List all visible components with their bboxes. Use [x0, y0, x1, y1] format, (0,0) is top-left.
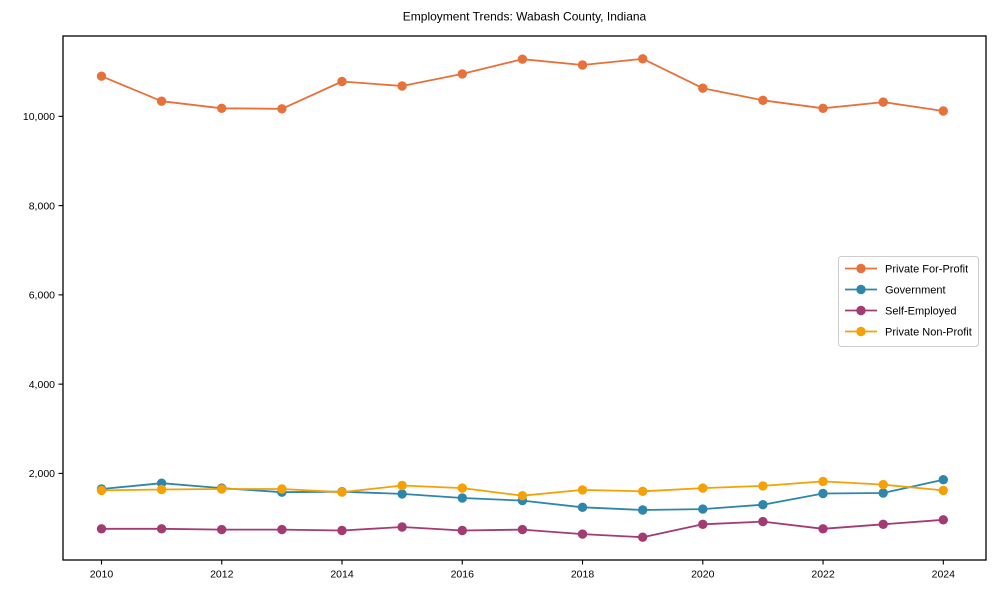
legend-entry-government: Government — [845, 284, 946, 296]
legend-box — [838, 256, 979, 347]
data-point — [577, 60, 588, 70]
data-point — [217, 103, 227, 114]
data-point — [698, 483, 708, 493]
x-tick-label: 2022 — [811, 569, 835, 581]
data-point — [337, 76, 347, 87]
data-point — [577, 529, 588, 539]
legend-label: Self-Employed — [885, 305, 957, 317]
series-self-employed — [96, 515, 948, 542]
x-tick-label: 2010 — [90, 569, 114, 581]
series-private-non-profit — [96, 476, 948, 501]
data-point — [277, 104, 287, 114]
data-point — [96, 524, 107, 534]
x-tick-label: 2012 — [210, 569, 234, 581]
data-point — [337, 525, 347, 536]
data-point — [337, 487, 347, 497]
x-tick-label: 2016 — [451, 569, 475, 581]
x-tick-label: 2018 — [571, 569, 595, 581]
data-point — [397, 489, 407, 499]
data-point — [758, 500, 768, 510]
data-point — [397, 480, 407, 491]
data-point — [156, 96, 167, 106]
data-point — [517, 54, 528, 64]
data-point — [577, 502, 588, 512]
legend: Private For-Profit Government Self-Employe… — [838, 256, 979, 347]
data-point — [217, 524, 227, 535]
series-private-for-profit — [96, 54, 948, 116]
data-point — [638, 54, 648, 64]
data-point — [818, 524, 828, 534]
y-axis: 2,000 4,000 6,000 8,000 10,000 — [23, 111, 63, 480]
plot-border — [62, 35, 987, 561]
legend-entry-private-for-profit: Private For-Profit — [845, 263, 968, 275]
legend-marker-dot — [856, 284, 866, 295]
data-point — [878, 479, 888, 490]
legend-marker-dot — [856, 326, 866, 337]
legend-entry-private-non-profit: Private Non-Profit — [845, 326, 972, 338]
data-point — [938, 515, 948, 525]
y-tick-label: 2,000 — [29, 468, 55, 480]
y-tick-label: 8,000 — [29, 200, 55, 212]
legend-label: Government — [885, 284, 946, 296]
data-point — [878, 488, 888, 498]
x-tick-label: 2014 — [330, 569, 354, 581]
data-point — [818, 488, 828, 499]
data-point — [938, 106, 948, 116]
series-line — [101, 57, 944, 112]
data-point — [758, 95, 768, 106]
y-tick-label: 10,000 — [23, 111, 55, 123]
data-point — [457, 483, 467, 493]
data-point — [698, 519, 708, 529]
y-tick-label: 4,000 — [29, 379, 55, 391]
legend-entry-self-employed: Self-Employed — [845, 305, 957, 317]
data-point — [156, 524, 167, 534]
data-point — [818, 476, 828, 487]
data-point — [517, 524, 528, 535]
data-point — [878, 519, 888, 529]
data-point — [96, 71, 107, 81]
data-point — [698, 504, 708, 514]
data-point — [277, 524, 287, 535]
data-point — [638, 486, 648, 496]
data-point — [577, 485, 588, 495]
data-point — [457, 69, 467, 79]
data-point — [818, 103, 828, 114]
data-point — [217, 484, 227, 494]
data-point — [758, 481, 768, 491]
legend-marker-dot — [856, 263, 866, 274]
chart-title: Employment Trends: Wabash County, Indian… — [403, 10, 647, 24]
data-point — [397, 522, 407, 532]
data-point — [758, 516, 768, 527]
data-point — [397, 81, 407, 91]
data-point — [457, 525, 467, 536]
data-point — [277, 484, 287, 494]
legend-label: Private For-Profit — [885, 263, 968, 275]
data-point — [878, 97, 888, 107]
y-tick-label: 6,000 — [29, 290, 55, 302]
data-point — [938, 475, 948, 485]
data-point — [638, 532, 648, 542]
x-tick-label: 2020 — [691, 569, 715, 581]
data-point — [638, 505, 648, 515]
x-tick-label: 2024 — [932, 569, 956, 581]
data-point — [156, 484, 167, 495]
x-axis: 2010 2012 2014 2016 2018 2020 2022 2024 — [90, 560, 955, 581]
data-point — [517, 491, 528, 501]
data-point — [457, 493, 467, 503]
legend-label: Private Non-Profit — [885, 326, 972, 338]
legend-marker-dot — [856, 305, 866, 316]
data-point — [938, 485, 948, 496]
data-point — [96, 485, 107, 496]
data-point — [698, 83, 708, 93]
